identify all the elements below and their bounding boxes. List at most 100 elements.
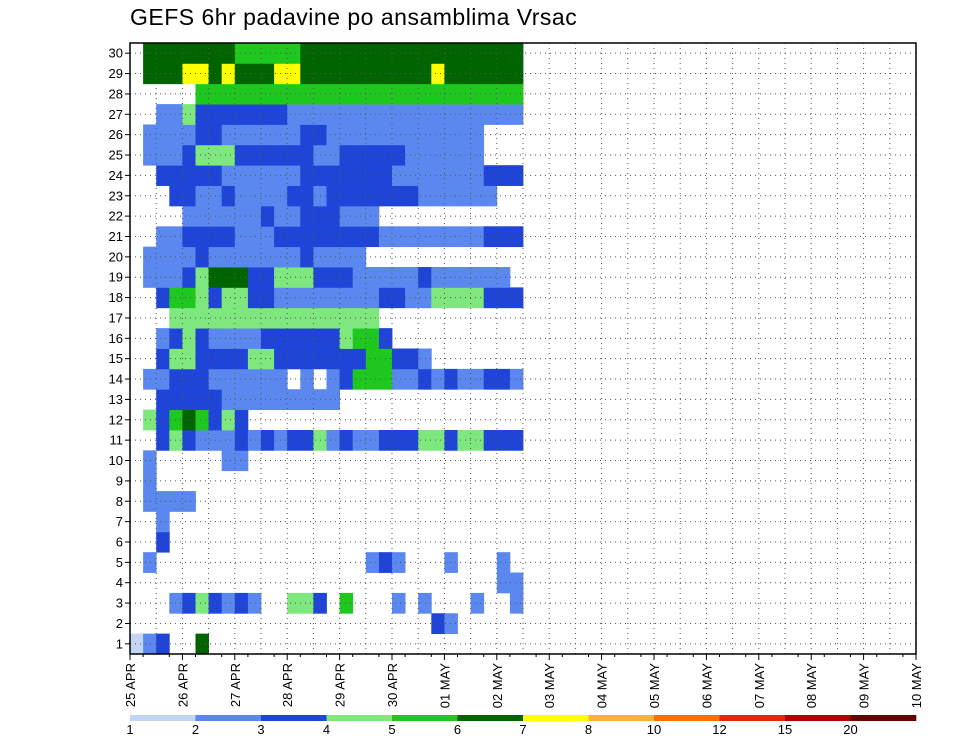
heatmap-cell: [195, 43, 209, 64]
heatmap-cell: [300, 185, 314, 207]
heatmap-cell: [143, 409, 157, 431]
heatmap-cell: [156, 409, 170, 431]
legend-swatch: [326, 715, 393, 721]
heatmap-cell: [418, 348, 432, 370]
heatmap-cell: [470, 267, 485, 288]
heatmap-cell: [339, 43, 354, 64]
heatmap-cell: [339, 83, 354, 105]
heatmap-cell: [247, 43, 262, 64]
heatmap-cell: [365, 63, 380, 85]
heatmap-cell: [247, 104, 262, 125]
heatmap-cell: [496, 43, 511, 64]
heatmap-cell: [326, 83, 340, 105]
heatmap-cell: [431, 124, 445, 146]
heatmap-cell: [444, 83, 458, 105]
heatmap-cell: [418, 592, 432, 614]
heatmap-cell: [444, 287, 458, 309]
heatmap-cell: [221, 226, 236, 248]
x-tick-label: 05 MAY: [647, 663, 662, 709]
heatmap-cell: [365, 165, 380, 186]
heatmap-cell: [234, 429, 249, 451]
legend-swatch: [392, 715, 458, 721]
heatmap-cell: [143, 633, 157, 655]
heatmap-cell: [195, 104, 209, 125]
heatmap-cell: [261, 368, 275, 390]
heatmap-cell: [339, 144, 354, 166]
heatmap-cell: [300, 63, 314, 85]
heatmap-cell: [496, 287, 511, 309]
y-tick-label: 10: [109, 453, 123, 468]
heatmap-cell: [326, 287, 340, 309]
heatmap-cell: [431, 368, 445, 390]
heatmap-cell: [444, 226, 458, 248]
x-tick-label: 02 MAY: [490, 663, 505, 709]
heatmap-cell: [496, 368, 511, 390]
heatmap-cell: [300, 348, 314, 370]
heatmap-cell: [392, 104, 406, 125]
heatmap-cell: [169, 267, 183, 288]
heatmap-cell: [195, 592, 209, 614]
heatmap-cell: [221, 368, 236, 390]
heatmap-cell: [326, 246, 340, 268]
heatmap-cell: [326, 328, 340, 349]
heatmap-cell: [156, 511, 170, 533]
heatmap-cell: [418, 226, 432, 248]
heatmap-cell: [365, 205, 380, 227]
heatmap-cell: [405, 348, 419, 370]
legend-swatch: [261, 715, 327, 721]
heatmap-cell: [392, 63, 406, 85]
heatmap-cell: [169, 592, 183, 614]
heatmap-cell: [339, 287, 354, 309]
y-tick-label: 15: [109, 351, 123, 366]
heatmap-cell: [143, 267, 157, 288]
heatmap-cell: [326, 144, 340, 166]
x-tick-label: 29 APR: [333, 663, 348, 707]
heatmap-cell: [156, 267, 170, 288]
heatmap-cell: [444, 63, 458, 85]
heatmap-cell: [300, 287, 314, 309]
heatmap-cell: [392, 83, 406, 105]
heatmap-cell: [300, 165, 314, 186]
heatmap-cell: [234, 348, 249, 370]
heatmap-cell: [247, 368, 262, 390]
heatmap-cell: [392, 226, 406, 248]
heatmap-cell: [470, 144, 485, 166]
heatmap-cell: [182, 307, 196, 329]
heatmap-cell: [365, 307, 380, 329]
heatmap-cell: [261, 348, 275, 370]
legend-swatch: [850, 715, 917, 721]
heatmap-cell: [352, 104, 367, 125]
heatmap-cell: [182, 287, 196, 309]
heatmap-cell: [392, 287, 406, 309]
legend-swatch: [588, 715, 655, 721]
heatmap-cell: [156, 144, 170, 166]
heatmap-cell: [496, 226, 511, 248]
heatmap-cell: [195, 328, 209, 349]
heatmap-cell: [405, 165, 419, 186]
heatmap-cell: [326, 43, 340, 64]
heatmap-cell: [509, 104, 524, 125]
heatmap-cell: [247, 63, 262, 85]
heatmap-cell: [470, 104, 485, 125]
heatmap-cell: [195, 63, 209, 85]
heatmap-cell: [418, 43, 432, 64]
heatmap-cell: [287, 307, 301, 329]
heatmap-cell: [444, 124, 458, 146]
heatmap-cell: [182, 429, 196, 451]
heatmap-cell: [496, 429, 511, 451]
heatmap-cell: [234, 246, 249, 268]
heatmap-cell: [169, 389, 183, 410]
heatmap-cell: [352, 205, 367, 227]
legend-swatch: [457, 715, 524, 721]
heatmap-cell: [156, 63, 170, 85]
heatmap-cell: [169, 348, 183, 370]
heatmap-cell: [470, 429, 485, 451]
heatmap-cell: [339, 63, 354, 85]
heatmap-cell: [300, 43, 314, 64]
legend-label: 5: [388, 722, 395, 737]
heatmap-cell: [287, 246, 301, 268]
legend-swatch: [719, 715, 786, 721]
heatmap-cell: [261, 287, 275, 309]
heatmap-cell: [195, 368, 209, 390]
legend-swatch: [654, 715, 720, 721]
